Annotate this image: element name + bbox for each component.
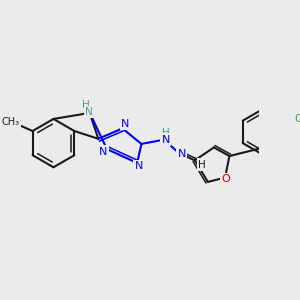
Text: N: N — [99, 147, 108, 157]
Text: N: N — [121, 119, 129, 129]
Text: H: H — [198, 160, 206, 170]
Text: N: N — [178, 149, 186, 159]
Text: O: O — [222, 174, 230, 184]
Text: N: N — [135, 161, 143, 171]
Text: H: H — [162, 128, 170, 138]
Text: N: N — [161, 135, 170, 145]
Text: Cl: Cl — [294, 114, 300, 124]
Text: N: N — [85, 107, 93, 117]
Text: CH₃: CH₃ — [2, 117, 20, 128]
Text: H: H — [82, 100, 90, 110]
